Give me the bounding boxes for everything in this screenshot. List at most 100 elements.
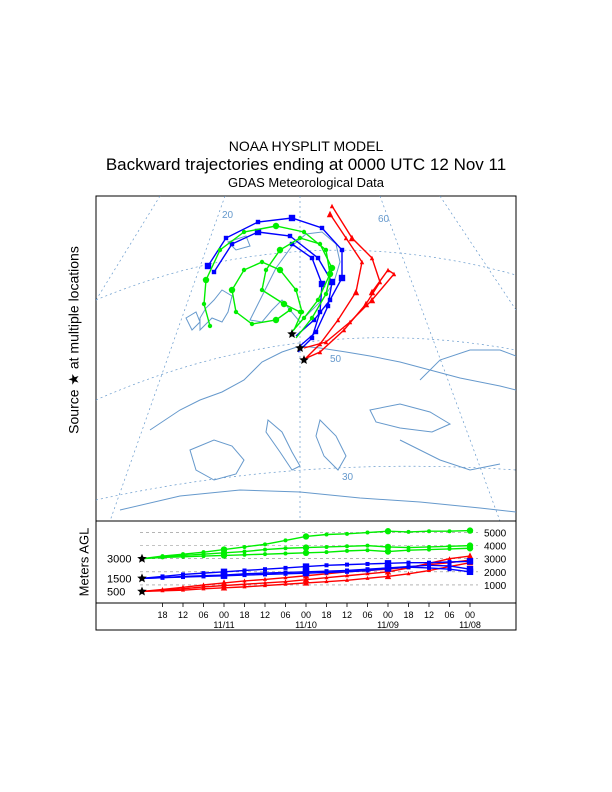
height-data-point bbox=[384, 572, 392, 580]
map-trajectory-point bbox=[297, 235, 303, 241]
iberia bbox=[189, 439, 245, 481]
map-trajectory-point bbox=[293, 287, 299, 293]
height-data-point bbox=[384, 548, 392, 555]
map-trajectory-point bbox=[287, 307, 293, 313]
map-trajectory-point bbox=[255, 219, 261, 225]
height-data-point bbox=[466, 568, 474, 576]
map-panel: 20 60 50 30 bbox=[95, 195, 517, 522]
date-label: 11/09 bbox=[377, 620, 399, 630]
map-trajectory-point bbox=[228, 286, 236, 294]
height-data-point bbox=[283, 546, 288, 551]
height-data-point bbox=[427, 560, 431, 565]
height-data-point bbox=[263, 583, 267, 588]
time-tick-label: 06 bbox=[444, 610, 454, 620]
height-data-point bbox=[302, 563, 310, 570]
map-trajectory-point bbox=[391, 271, 397, 277]
map-trajectory-point bbox=[229, 241, 235, 247]
map-trajectory-point bbox=[369, 255, 375, 261]
source-star-icon bbox=[137, 586, 147, 596]
date-label: 11/10 bbox=[295, 620, 317, 630]
height-data-point bbox=[283, 551, 288, 556]
height-data-point bbox=[466, 545, 474, 552]
height-data-point bbox=[283, 575, 288, 580]
height-data-point bbox=[324, 563, 329, 568]
height-data-point bbox=[220, 568, 228, 576]
map-source-star-icon bbox=[287, 329, 297, 338]
map-trajectory-point bbox=[326, 210, 334, 218]
height-data-point bbox=[406, 560, 411, 565]
height-data-point bbox=[302, 533, 310, 540]
time-tick-label: 06 bbox=[198, 610, 208, 620]
lat-line-30 bbox=[96, 465, 516, 501]
height-data-point bbox=[345, 531, 349, 536]
height-data-point bbox=[345, 548, 349, 553]
height-data-point bbox=[201, 586, 206, 591]
map-trajectory-point bbox=[347, 319, 353, 325]
height-data-point bbox=[427, 568, 431, 573]
map-trajectory-point bbox=[280, 300, 288, 308]
map-trajectory-point bbox=[301, 315, 307, 321]
date-label: 11/08 bbox=[459, 620, 481, 630]
map-trajectory-point bbox=[259, 287, 265, 293]
map-trajectory-point bbox=[327, 297, 333, 303]
black-sea bbox=[369, 403, 452, 433]
height-data-point bbox=[201, 571, 206, 576]
time-tick-label: 18 bbox=[239, 610, 249, 620]
map-trajectory-point bbox=[311, 317, 317, 323]
time-tick-label: 18 bbox=[403, 610, 413, 620]
source-star-icon bbox=[137, 573, 147, 583]
height-data-point bbox=[160, 575, 165, 580]
map-trajectory-point bbox=[339, 247, 345, 253]
map-trajectory-point bbox=[328, 278, 336, 286]
map-trajectory-point bbox=[318, 280, 326, 288]
met-data-label: GDAS Meteorological Data bbox=[227, 175, 385, 190]
height-right-tick-labels: 5000 4000 3000 2000 1000 bbox=[484, 529, 507, 592]
height-data-point bbox=[263, 552, 267, 557]
map-trajectory-point bbox=[385, 267, 391, 273]
map-trajectories bbox=[201, 203, 397, 364]
map-trajectory-point bbox=[362, 300, 370, 308]
height-data-point bbox=[406, 548, 411, 553]
height-data-point bbox=[242, 584, 247, 589]
height-data-point bbox=[242, 544, 247, 549]
height-data-point bbox=[242, 552, 247, 557]
height-data-point bbox=[302, 575, 310, 583]
start-height-label: 1500 bbox=[107, 573, 131, 585]
map-trajectory-point bbox=[317, 341, 323, 347]
height-data-point bbox=[324, 579, 329, 584]
height-data-point bbox=[447, 567, 452, 572]
height-data-point bbox=[384, 543, 392, 551]
british-isles bbox=[199, 289, 233, 332]
height-data-point bbox=[181, 554, 185, 559]
height-data-point bbox=[466, 552, 474, 559]
height-data-point bbox=[345, 573, 349, 578]
height-data-point bbox=[302, 549, 310, 557]
height-data-point bbox=[201, 554, 206, 559]
height-data-point bbox=[302, 569, 310, 577]
turkey-coast bbox=[399, 439, 501, 471]
meridian-far-west bbox=[96, 196, 161, 301]
height-right-tick-label: 4000 bbox=[484, 542, 507, 553]
map-trajectory-point bbox=[368, 296, 376, 304]
height-data-point bbox=[365, 575, 370, 580]
height-data-point bbox=[384, 560, 392, 567]
map-trajectory-point bbox=[368, 288, 376, 296]
map-trajectory-point bbox=[301, 229, 307, 235]
height-data-point bbox=[302, 544, 310, 551]
map-trajectory-point bbox=[309, 335, 315, 341]
height-data-point bbox=[283, 579, 288, 584]
height-data-point bbox=[427, 529, 431, 534]
height-data-point bbox=[242, 581, 247, 586]
start-height-label: 500 bbox=[107, 586, 125, 598]
north-africa-coast bbox=[119, 489, 516, 513]
map-trajectory-point bbox=[276, 246, 284, 254]
height-data-point bbox=[345, 577, 349, 582]
height-data-point bbox=[263, 567, 267, 572]
map-trajectory-point bbox=[328, 264, 336, 272]
map-trajectory-point bbox=[299, 309, 305, 315]
map-trajectory-point bbox=[348, 234, 356, 242]
map-trajectory-point bbox=[207, 323, 213, 329]
map-trajectory-point bbox=[315, 297, 321, 303]
height-data-point bbox=[160, 588, 165, 593]
map-trajectory-point bbox=[338, 274, 346, 282]
